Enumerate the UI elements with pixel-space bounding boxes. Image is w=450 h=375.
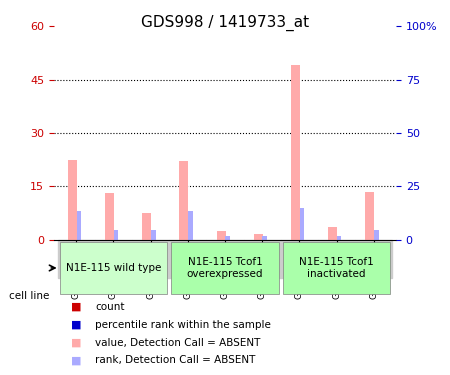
Text: GSM34970: GSM34970 [258, 250, 267, 299]
Bar [355, 240, 392, 278]
Text: percentile rank within the sample: percentile rank within the sample [95, 320, 271, 330]
Bar [318, 240, 355, 278]
Text: N1E-115 Tcof1
inactivated: N1E-115 Tcof1 inactivated [299, 257, 374, 279]
Bar [254, 234, 263, 240]
Bar [95, 240, 132, 278]
Text: ■: ■ [71, 320, 81, 330]
Text: GSM34979: GSM34979 [146, 250, 155, 299]
Bar [114, 230, 118, 240]
Text: ■: ■ [71, 338, 81, 348]
Text: GSM34969: GSM34969 [220, 250, 230, 299]
Text: ■: ■ [71, 356, 81, 365]
Bar [216, 231, 225, 240]
Text: GSM34977: GSM34977 [72, 250, 81, 299]
Bar [243, 240, 281, 278]
Bar [291, 65, 300, 240]
Bar [105, 194, 114, 240]
Bar [300, 207, 304, 240]
Text: GSM34980: GSM34980 [295, 250, 304, 299]
Bar [207, 240, 243, 278]
Bar [328, 227, 337, 240]
Text: GSM34982: GSM34982 [369, 250, 378, 299]
Bar [188, 211, 193, 240]
Bar [58, 240, 95, 278]
Bar [151, 230, 156, 240]
FancyBboxPatch shape [283, 242, 391, 294]
Bar [169, 240, 207, 278]
Text: rank, Detection Call = ABSENT: rank, Detection Call = ABSENT [95, 356, 256, 365]
Bar [180, 161, 189, 240]
Bar [281, 240, 318, 278]
Bar [76, 211, 81, 240]
Bar [142, 213, 151, 240]
Bar [68, 159, 77, 240]
Bar [225, 236, 230, 240]
FancyBboxPatch shape [171, 242, 279, 294]
Text: cell line: cell line [9, 291, 50, 301]
Text: count: count [95, 302, 125, 312]
Text: GSM34978: GSM34978 [109, 250, 118, 299]
Text: GSM34968: GSM34968 [183, 250, 192, 299]
Text: GSM34981: GSM34981 [332, 250, 341, 299]
Bar [132, 240, 169, 278]
Text: N1E-115 Tcof1
overexpressed: N1E-115 Tcof1 overexpressed [187, 257, 263, 279]
Bar [262, 236, 267, 240]
Bar [374, 230, 378, 240]
Text: value, Detection Call = ABSENT: value, Detection Call = ABSENT [95, 338, 261, 348]
FancyBboxPatch shape [59, 242, 167, 294]
Text: N1E-115 wild type: N1E-115 wild type [66, 263, 161, 273]
Bar [365, 192, 374, 240]
Bar [337, 236, 342, 240]
Text: ■: ■ [71, 302, 81, 312]
Text: GDS998 / 1419733_at: GDS998 / 1419733_at [141, 15, 309, 31]
